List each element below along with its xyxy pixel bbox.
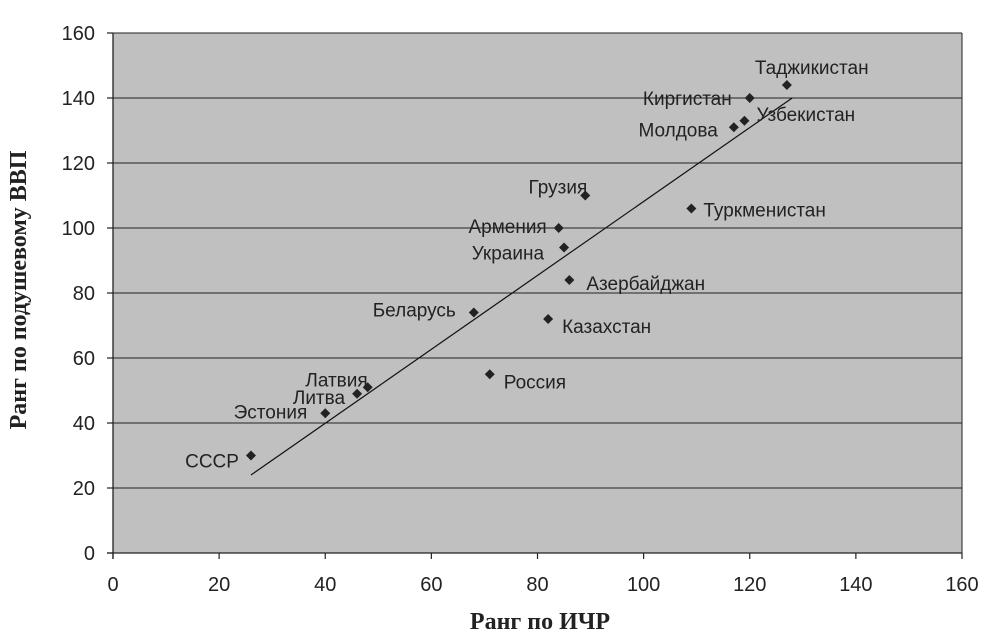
y-tick-label: 20 bbox=[73, 478, 95, 500]
data-point bbox=[484, 369, 495, 380]
x-tick-label: 160 bbox=[945, 574, 978, 596]
x-tick-label: 0 bbox=[107, 574, 118, 596]
point-label: Эстония bbox=[234, 402, 308, 423]
x-tick-label: 140 bbox=[839, 574, 872, 596]
y-tick-label: 0 bbox=[84, 543, 95, 565]
y-tick-label: 140 bbox=[62, 88, 95, 110]
data-point bbox=[686, 203, 697, 214]
data-point bbox=[245, 450, 256, 461]
data-point bbox=[739, 115, 750, 126]
y-tick-label: 100 bbox=[62, 218, 95, 240]
point-label: Таджикистан bbox=[755, 58, 869, 79]
data-points bbox=[245, 80, 792, 461]
y-axis-title: Ранг по подушевому ВВП bbox=[6, 150, 32, 429]
point-label: Молдова bbox=[638, 120, 718, 141]
point-label: Узбекистан bbox=[756, 105, 855, 126]
point-label: Киргистан bbox=[643, 89, 732, 110]
y-tick-label: 80 bbox=[73, 283, 95, 305]
point-label: Беларусь bbox=[373, 301, 456, 322]
axes bbox=[107, 32, 963, 559]
data-point bbox=[728, 122, 739, 133]
data-point bbox=[559, 242, 570, 253]
x-tick-label: 100 bbox=[627, 574, 660, 596]
point-labels: Таджикистан Киргистан Узбекистан Молдова Гру… bbox=[185, 58, 868, 473]
x-tick-label: 60 bbox=[420, 574, 442, 596]
data-point bbox=[320, 408, 331, 419]
x-tick-label: 120 bbox=[733, 574, 766, 596]
point-label: Украина bbox=[472, 244, 545, 265]
y-tick-labels: 0 20 40 60 80 100 120 140 160 bbox=[62, 23, 95, 565]
x-tick-label: 80 bbox=[526, 574, 548, 596]
point-label: Армения bbox=[468, 217, 546, 238]
x-tick-label: 20 bbox=[208, 574, 230, 596]
data-point bbox=[362, 382, 373, 393]
point-label: Азербайджан bbox=[586, 274, 705, 295]
data-point bbox=[543, 314, 554, 324]
data-point bbox=[553, 223, 564, 233]
point-label: СССР bbox=[185, 452, 239, 473]
data-point bbox=[564, 275, 575, 285]
data-point bbox=[744, 93, 755, 103]
x-tick-label: 40 bbox=[314, 574, 336, 596]
y-tick-label: 60 bbox=[73, 348, 95, 370]
point-label: Россия bbox=[504, 372, 566, 393]
x-axis-title: Ранг по ИЧР bbox=[470, 609, 610, 635]
data-point bbox=[352, 388, 363, 399]
point-label: Латвия bbox=[305, 370, 367, 391]
gridlines bbox=[113, 32, 962, 489]
data-point bbox=[781, 80, 792, 90]
x-tick-labels: 0 20 40 60 80 100 120 140 160 bbox=[107, 574, 978, 596]
data-point bbox=[580, 190, 591, 201]
trendline-group bbox=[250, 97, 793, 476]
point-label: Туркменистан bbox=[703, 201, 826, 222]
point-label: Литва bbox=[293, 388, 346, 409]
y-tick-label: 160 bbox=[62, 23, 95, 45]
data-point bbox=[468, 307, 479, 318]
y-tick-label: 40 bbox=[73, 413, 95, 435]
point-label: Грузия bbox=[529, 178, 588, 199]
y-tick-label: 120 bbox=[62, 153, 95, 175]
trendline bbox=[250, 97, 793, 476]
point-label: Казахстан bbox=[562, 317, 651, 338]
